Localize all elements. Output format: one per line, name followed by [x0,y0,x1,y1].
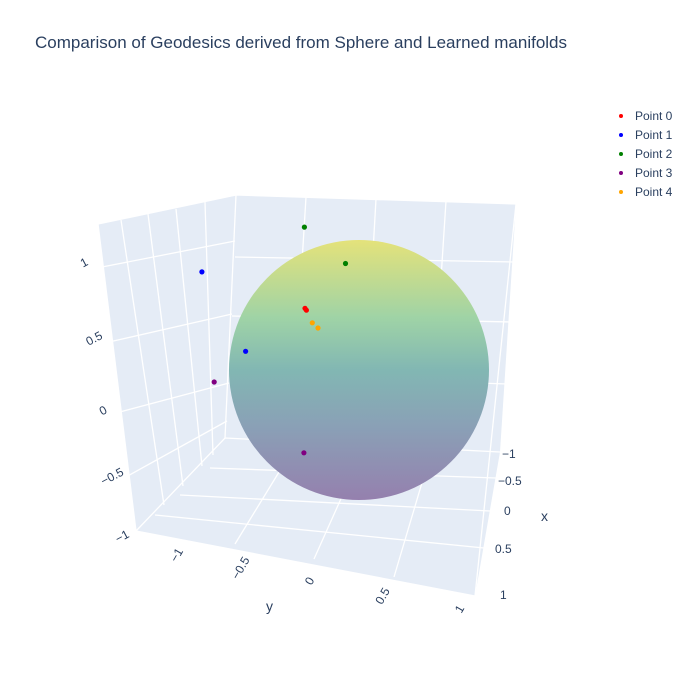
y-tick-label: 0 [302,574,318,587]
y-tick-label: −0.5 [229,554,253,582]
y-axis-title: y [266,598,273,614]
legend-marker-icon [619,132,623,137]
z-tick-label: 1 [78,255,91,271]
legend-item[interactable]: Point 1 [614,125,672,144]
chart-title: Comparison of Geodesics derived from Sph… [35,33,568,52]
x-axis-ticks: −1 −0.5 0 0.5 1 [495,447,522,602]
z-tick-label: 0.5 [83,328,105,348]
legend-marker-icon [619,151,623,156]
legend-marker-icon [619,170,623,175]
sphere-surface [229,240,489,500]
point-marker [309,320,315,326]
legend-label: Point 4 [635,184,673,199]
point-marker [243,348,249,354]
point-marker [342,260,349,267]
x-axis-title: x [541,508,548,524]
y-tick-label: 1 [452,602,468,615]
legend-label: Point 2 [635,146,673,161]
point-marker [211,379,217,385]
y-tick-label: 0.5 [372,585,393,607]
y-tick-label: −1 [167,545,186,564]
legend[interactable]: Point 0 Point 1 Point 2 Point 3 Point 4 [614,106,672,201]
legend-label: Point 3 [635,165,673,180]
legend-label: Point 1 [635,127,673,142]
z-tick-label: −0.5 [98,465,126,489]
legend-item[interactable]: Point 0 [614,106,672,125]
grid-lines [97,194,517,597]
legend-marker-icon [619,189,623,194]
data-points [199,224,349,456]
x-tick-label: 0.5 [495,542,512,556]
x-tick-label: 0 [504,504,511,518]
point-marker [301,450,307,456]
point-marker [199,269,205,275]
z-tick-label: 0 [97,403,110,419]
x-tick-label: −0.5 [498,474,522,488]
point-marker [315,325,321,331]
legend-marker-icon [619,113,623,118]
x-tick-label: 1 [500,588,507,602]
legend-item[interactable]: Point 4 [614,182,672,201]
legend-label: Point 0 [635,108,673,123]
z-tick-label: −1 [113,527,132,546]
legend-item[interactable]: Point 2 [614,144,672,163]
point-marker [303,307,309,313]
legend-item[interactable]: Point 3 [614,163,672,182]
point-marker [301,224,307,230]
x-tick-label: −1 [502,447,516,461]
